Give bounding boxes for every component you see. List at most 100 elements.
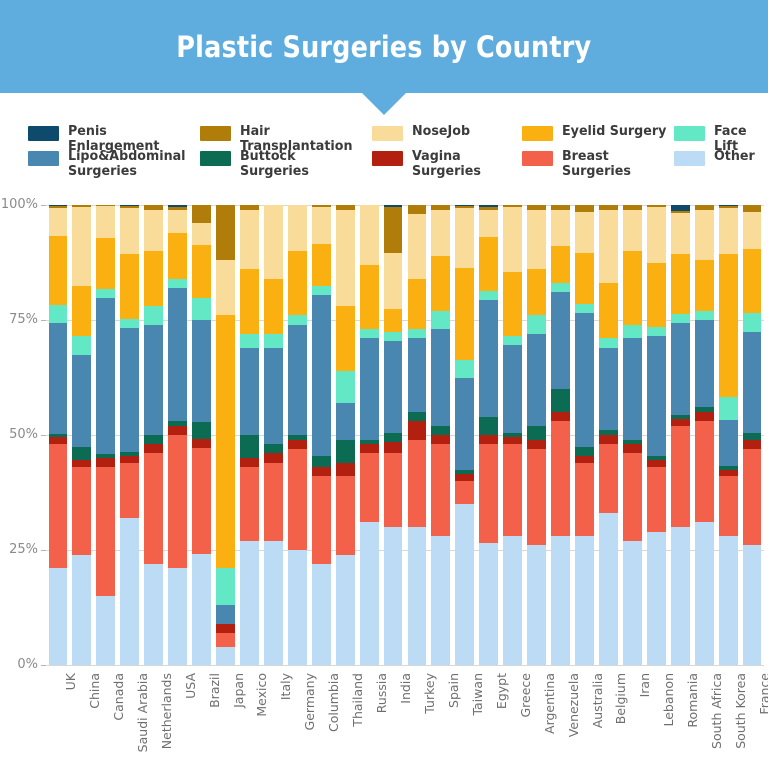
bar-segment-nosejob[interactable] [192, 222, 212, 245]
bar-segment-breast-surgeries[interactable] [407, 439, 427, 527]
bar-belgium[interactable] [598, 205, 618, 665]
legend-item-breast-surgeries[interactable]: Breast Surgeries [522, 149, 674, 179]
bar-segment-nosejob[interactable] [72, 207, 92, 286]
bar-segment-lipo-and-abdominal-surgeries[interactable] [455, 378, 475, 471]
bar-segment-hair-transplantation[interactable] [96, 205, 116, 206]
bar-segment-lipo-and-abdominal-surgeries[interactable] [670, 323, 690, 416]
bar-segment-other[interactable] [216, 646, 235, 665]
bar-segment-vagina-surgeries[interactable] [96, 458, 116, 468]
bar-segment-vagina-surgeries[interactable] [407, 421, 427, 440]
bar-segment-face-lift[interactable] [551, 283, 571, 293]
bar-segment-breast-surgeries[interactable] [503, 444, 523, 537]
bar-segment-eyelid-surgery[interactable] [144, 251, 164, 307]
bar-segment-hair-transplantation[interactable] [455, 205, 475, 209]
bar-segment-buttock-surgeries[interactable] [311, 455, 331, 468]
bar-segment-lipo-and-abdominal-surgeries[interactable] [168, 287, 188, 422]
bar-segment-breast-surgeries[interactable] [455, 481, 475, 504]
bar-segment-lipo-and-abdominal-surgeries[interactable] [311, 294, 331, 456]
bar-segment-other[interactable] [263, 540, 283, 665]
bar-segment-breast-surgeries[interactable] [335, 476, 355, 555]
bar-segment-face-lift[interactable] [168, 278, 188, 288]
bar-segment-face-lift[interactable] [455, 360, 475, 379]
bar-segment-vagina-surgeries[interactable] [479, 435, 499, 445]
bar-segment-breast-surgeries[interactable] [359, 453, 379, 523]
bar-segment-vagina-surgeries[interactable] [192, 439, 212, 449]
bar-segment-face-lift[interactable] [96, 288, 116, 298]
bar-segment-face-lift[interactable] [239, 333, 259, 348]
bar-segment-eyelid-surgery[interactable] [96, 238, 116, 289]
bar-segment-breast-surgeries[interactable] [694, 421, 714, 523]
bar-segment-other[interactable] [407, 527, 427, 665]
bar-segment-eyelid-surgery[interactable] [455, 268, 475, 361]
bar-segment-hair-transplantation[interactable] [48, 205, 68, 209]
bar-segment-other[interactable] [694, 522, 714, 665]
bar-segment-buttock-surgeries[interactable] [48, 433, 68, 438]
bar-segment-lipo-and-abdominal-surgeries[interactable] [551, 292, 571, 390]
bar-segment-buttock-surgeries[interactable] [120, 452, 140, 456]
bar-usa[interactable] [168, 205, 188, 665]
bar-segment-other[interactable] [718, 536, 738, 665]
bar-segment-buttock-surgeries[interactable] [96, 454, 116, 459]
bar-segment-nosejob[interactable] [287, 205, 307, 252]
bar-segment-lipo-and-abdominal-surgeries[interactable] [479, 299, 499, 417]
bar-segment-lipo-and-abdominal-surgeries[interactable] [144, 324, 164, 436]
bar-segment-breast-surgeries[interactable] [575, 462, 594, 537]
bar-segment-nosejob[interactable] [120, 208, 140, 255]
bar-segment-face-lift[interactable] [263, 333, 283, 348]
bar-segment-hair-transplantation[interactable] [216, 205, 235, 261]
bar-spain[interactable] [431, 205, 451, 665]
bar-segment-eyelid-surgery[interactable] [168, 232, 188, 279]
bar-segment-vagina-surgeries[interactable] [144, 444, 164, 454]
bar-segment-nosejob[interactable] [335, 209, 355, 307]
bar-china[interactable] [72, 205, 92, 665]
bar-segment-vagina-surgeries[interactable] [311, 467, 331, 477]
bar-segment-buttock-surgeries[interactable] [383, 432, 403, 442]
bar-segment-face-lift[interactable] [311, 285, 331, 295]
bar-segment-lipo-and-abdominal-surgeries[interactable] [646, 336, 666, 456]
bar-segment-lipo-and-abdominal-surgeries[interactable] [575, 313, 594, 447]
bar-segment-buttock-surgeries[interactable] [168, 421, 188, 426]
bar-segment-nosejob[interactable] [598, 209, 618, 284]
bar-segment-breast-surgeries[interactable] [742, 448, 762, 546]
bar-segment-eyelid-surgery[interactable] [670, 254, 690, 315]
bar-segment-other[interactable] [646, 531, 666, 665]
bar-segment-buttock-surgeries[interactable] [622, 439, 642, 445]
bar-segment-nosejob[interactable] [718, 208, 738, 255]
bar-segment-breast-surgeries[interactable] [670, 425, 690, 527]
bar-segment-buttock-surgeries[interactable] [479, 417, 499, 436]
bar-segment-lipo-and-abdominal-surgeries[interactable] [431, 329, 451, 426]
bar-segment-face-lift[interactable] [742, 313, 762, 332]
bar-argentina[interactable] [527, 205, 547, 665]
bar-segment-breast-surgeries[interactable] [431, 444, 451, 537]
bar-segment-lipo-and-abdominal-surgeries[interactable] [96, 297, 116, 455]
bar-segment-hair-transplantation[interactable] [622, 205, 642, 210]
bar-segment-nosejob[interactable] [263, 205, 283, 279]
bar-segment-eyelid-surgery[interactable] [216, 315, 235, 569]
bar-segment-breast-surgeries[interactable] [718, 476, 738, 537]
bar-segment-face-lift[interactable] [479, 290, 499, 300]
bar-segment-lipo-and-abdominal-surgeries[interactable] [359, 338, 379, 440]
bar-segment-vagina-surgeries[interactable] [48, 437, 68, 445]
bar-segment-buttock-surgeries[interactable] [407, 412, 427, 422]
bar-segment-nosejob[interactable] [383, 253, 403, 309]
bar-segment-vagina-surgeries[interactable] [742, 439, 762, 449]
bar-segment-vagina-surgeries[interactable] [287, 439, 307, 449]
bar-segment-breast-surgeries[interactable] [646, 467, 666, 532]
bar-segment-hair-transplantation[interactable] [168, 207, 188, 210]
bar-turkey[interactable] [407, 205, 427, 665]
bar-segment-eyelid-surgery[interactable] [527, 269, 547, 316]
legend-item-face-lift[interactable]: Face Lift [674, 124, 758, 154]
bar-segment-vagina-surgeries[interactable] [455, 474, 475, 481]
bar-segment-eyelid-surgery[interactable] [192, 244, 212, 298]
bar-segment-other[interactable] [239, 540, 259, 665]
bar-segment-penis-enlargement[interactable] [479, 205, 499, 208]
bar-segment-face-lift[interactable] [575, 303, 594, 314]
bar-segment-nosejob[interactable] [239, 209, 259, 270]
bar-segment-eyelid-surgery[interactable] [598, 283, 618, 339]
bar-segment-eyelid-surgery[interactable] [120, 254, 140, 319]
bar-south-korea[interactable] [718, 205, 738, 665]
bar-segment-eyelid-surgery[interactable] [263, 278, 283, 334]
bar-segment-eyelid-surgery[interactable] [718, 254, 738, 397]
bar-segment-hair-transplantation[interactable] [239, 205, 259, 210]
bar-segment-breast-surgeries[interactable] [479, 444, 499, 544]
